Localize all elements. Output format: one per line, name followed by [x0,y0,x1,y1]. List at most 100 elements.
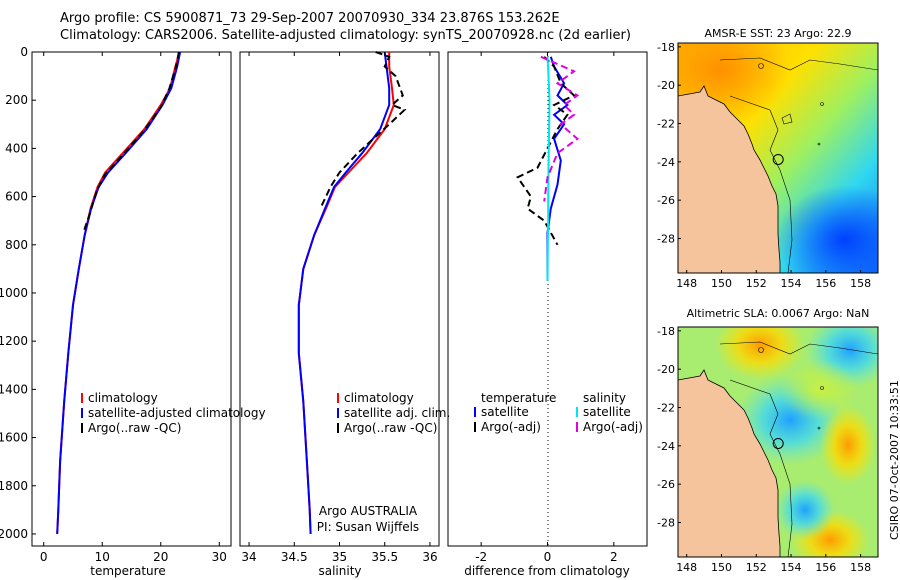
map-xtick-label-3-2: 152 [746,277,767,290]
map-xtick-label-4-5: 158 [850,561,871,574]
ytick-label-0-8: 1600 [0,431,28,445]
sla-land-australia [678,369,781,557]
legend-label-0-0: climatology [88,391,158,405]
ytick-label-0-4: 800 [5,238,28,252]
sst-island-marker [758,63,764,69]
temperature-xlabel: temperature [90,564,165,578]
sla-map-title: Altimetric SLA: 0.0067 Argo: NaN [687,307,870,320]
figure-title-line1: Argo profile: CS 5900871_73 29-Sep-2007 … [60,11,560,26]
map-ytick-label-4-4: -26 [657,478,675,491]
owner-annotation: Argo AUSTRALIA [319,504,418,518]
ytick-label-0-7: 1400 [0,382,28,396]
difference-xlabel: difference from climatology [464,564,630,578]
sla-seamount-marker-2 [817,426,821,430]
xtick-label-0-3: 30 [212,550,227,564]
legend-label-1-2: Argo(..raw -QC) [344,421,437,435]
map-ytick-label-4-3: -24 [657,440,675,453]
diff-legend-label-0: temperature [481,391,556,405]
temperature-axes-box [31,51,232,547]
xtick-label-0-0: 0 [40,550,48,564]
map-ytick-label-3-4: -26 [657,194,675,207]
difference-axes-box [447,51,648,547]
xtick-label-1-3: 35.5 [371,550,398,564]
sst-map-frame [677,42,879,274]
sla-seamount-marker [820,386,824,390]
sla-map: Altimetric SLA: 0.0067 Argo: NaN 148 150 1… [657,307,879,574]
map-ytick-label-4-5: -28 [657,517,675,530]
ytick-label-0-2: 400 [5,141,28,155]
sla-low-region-3 [775,480,835,540]
xtick-label-2-1: 0 [544,550,552,564]
map-ytick-label-3-5: -28 [657,233,675,246]
xtick-label-1-1: 34.5 [281,550,308,564]
sst-seamount-marker [820,102,824,106]
map-xtick-label-4-3: 154 [781,561,802,574]
series-line-1-0 [297,52,395,535]
salinity-xlabel: salinity [318,564,361,578]
sla-high-region [715,327,805,380]
xtick-label-2-2: 2 [610,550,618,564]
map-ytick-label-3-0: -18 [657,41,675,54]
salinity-panel: 34 34.5 35 35.5 36 salinity climatologysatel… [239,51,450,578]
sst-map: AMSR-E SST: 23 Argo: 22.9 148 150 152 154 15… [657,27,879,290]
series-line-1-2 [320,51,407,207]
sla-float-position-marker [772,437,784,449]
sla-high-region-2 [820,405,876,485]
sla-neutral-region [780,360,860,420]
map-xtick-label-4-0: 148 [676,561,697,574]
sla-island-marker [758,347,764,353]
ytick-label-0-5: 1000 [0,286,28,300]
diff-legend-label-5: Argo(-adj) [583,420,643,434]
map-ytick-label-3-3: -24 [657,156,675,169]
legend-label-1-1: satellite adj. clim. [344,406,450,420]
map-xtick-label-4-4: 156 [815,561,836,574]
figure-title-line2: Climatology: CARS2006. Satellite-adjuste… [60,28,631,43]
sst-bathymetry-contour-1 [719,57,878,71]
ytick-label-0-9: 1800 [0,479,28,493]
sst-float-position-marker [772,153,784,165]
series-line-0-1 [56,51,182,535]
sst-cold-region [775,185,878,273]
sst-map-title: AMSR-E SST: 23 Argo: 22.9 [704,27,851,40]
legend-label-0-1: satellite-adjusted climatology [88,406,266,420]
legend-label-1-0: climatology [344,391,414,405]
map-xtick-label-3-4: 156 [815,277,836,290]
difference-legend: temperaturesatelliteArgo(-adj)salinitysa… [474,391,643,434]
diff-legend-label-3: salinity [583,391,626,405]
xtick-label-2-0: -2 [475,550,487,564]
ytick-label-0-0: 0 [20,45,28,59]
ytick-label-0-1: 200 [5,93,28,107]
xtick-label-1-0: 34 [241,550,256,564]
salinity-axes-box [239,51,440,547]
series-line-0-2 [83,51,180,231]
xtick-label-0-2: 20 [153,550,168,564]
series-line-1-1 [297,51,391,535]
map-ytick-label-3-2: -22 [657,118,675,131]
sst-reef-outline [781,113,793,125]
diff-legend-label-1: satellite [481,405,529,419]
ytick-label-0-10: 2000 [0,527,28,541]
temperature-panel: 0 10 20 30 0 200 400 600 800 1000 1200 1400 1600 1800… [0,45,266,578]
sla-bathymetry-contour-1 [719,341,878,355]
sla-bathymetry-contour-2 [729,379,793,557]
series-line-2-1 [516,56,576,246]
ytick-label-0-6: 1200 [0,334,28,348]
series-line-2-3 [540,55,580,202]
map-ytick-label-3-1: -20 [657,79,675,92]
map-xtick-label-3-1: 150 [711,277,732,290]
diff-legend-label-4: satellite [583,405,631,419]
xtick-label-1-4: 36 [422,550,437,564]
pi-annotation: PI: Susan Wijffels [317,520,419,534]
map-ytick-label-4-0: -18 [657,325,675,338]
map-xtick-label-3-5: 158 [850,277,871,290]
map-ytick-label-4-2: -22 [657,402,675,415]
series-line-2-2 [546,56,551,281]
map-xtick-label-4-2: 152 [746,561,767,574]
map-xtick-label-3-3: 154 [781,277,802,290]
sst-land-australia [678,85,781,273]
sla-map-frame [677,326,879,558]
map-xtick-label-4-1: 150 [711,561,732,574]
